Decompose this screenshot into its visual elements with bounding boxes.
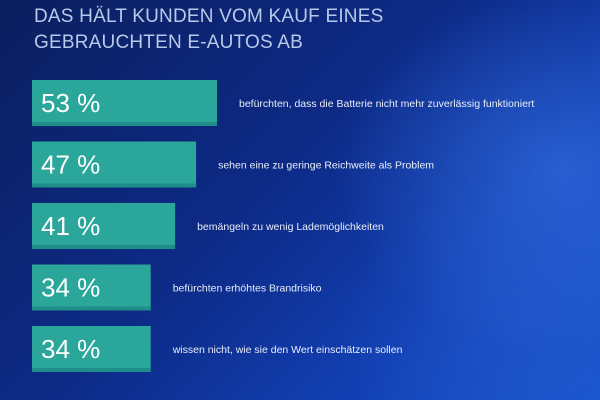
bar-3 (32, 203, 176, 249)
bar-5 (32, 326, 151, 372)
bar-4 (32, 264, 151, 311)
bar-category-label-5: wissen nicht, wie sie den Wert einschätz… (172, 344, 403, 356)
bar-category-label-4: befürchten erhöhtes Brandrisiko (173, 283, 322, 295)
bar-value-label-3: 41 % (41, 211, 100, 241)
bar-category-label-3: bemängeln zu wenig Lademöglichkeiten (197, 221, 384, 233)
chart-title: DAS HÄLT KUNDEN VOM KAUF EINES GEBRAUCHT… (34, 4, 383, 56)
bar-2 (32, 141, 197, 188)
bar-shadow-3 (32, 245, 176, 249)
bar-shadow-4 (32, 306, 151, 311)
bar-1 (32, 80, 217, 126)
chart-title-line-2: GEBRAUCHTEN E-AUTOS AB (34, 32, 304, 53)
bar-category-label-1: befürchten, dass die Batterie nicht mehr… (239, 98, 534, 110)
bar-value-label-1: 53 % (41, 88, 100, 118)
bar-shadow-1 (32, 122, 217, 126)
bar-value-label-5: 34 % (41, 334, 100, 364)
bar-value-label-4: 34 % (41, 273, 100, 303)
bar-category-label-2: sehen eine zu geringe Reichweite als Pro… (218, 160, 434, 172)
bar-shadow-5 (32, 368, 151, 372)
chart-title-line-1: DAS HÄLT KUNDEN VOM KAUF EINES (34, 6, 384, 27)
bar-shadow-2 (32, 183, 197, 188)
bar-value-label-2: 47 % (41, 150, 100, 180)
